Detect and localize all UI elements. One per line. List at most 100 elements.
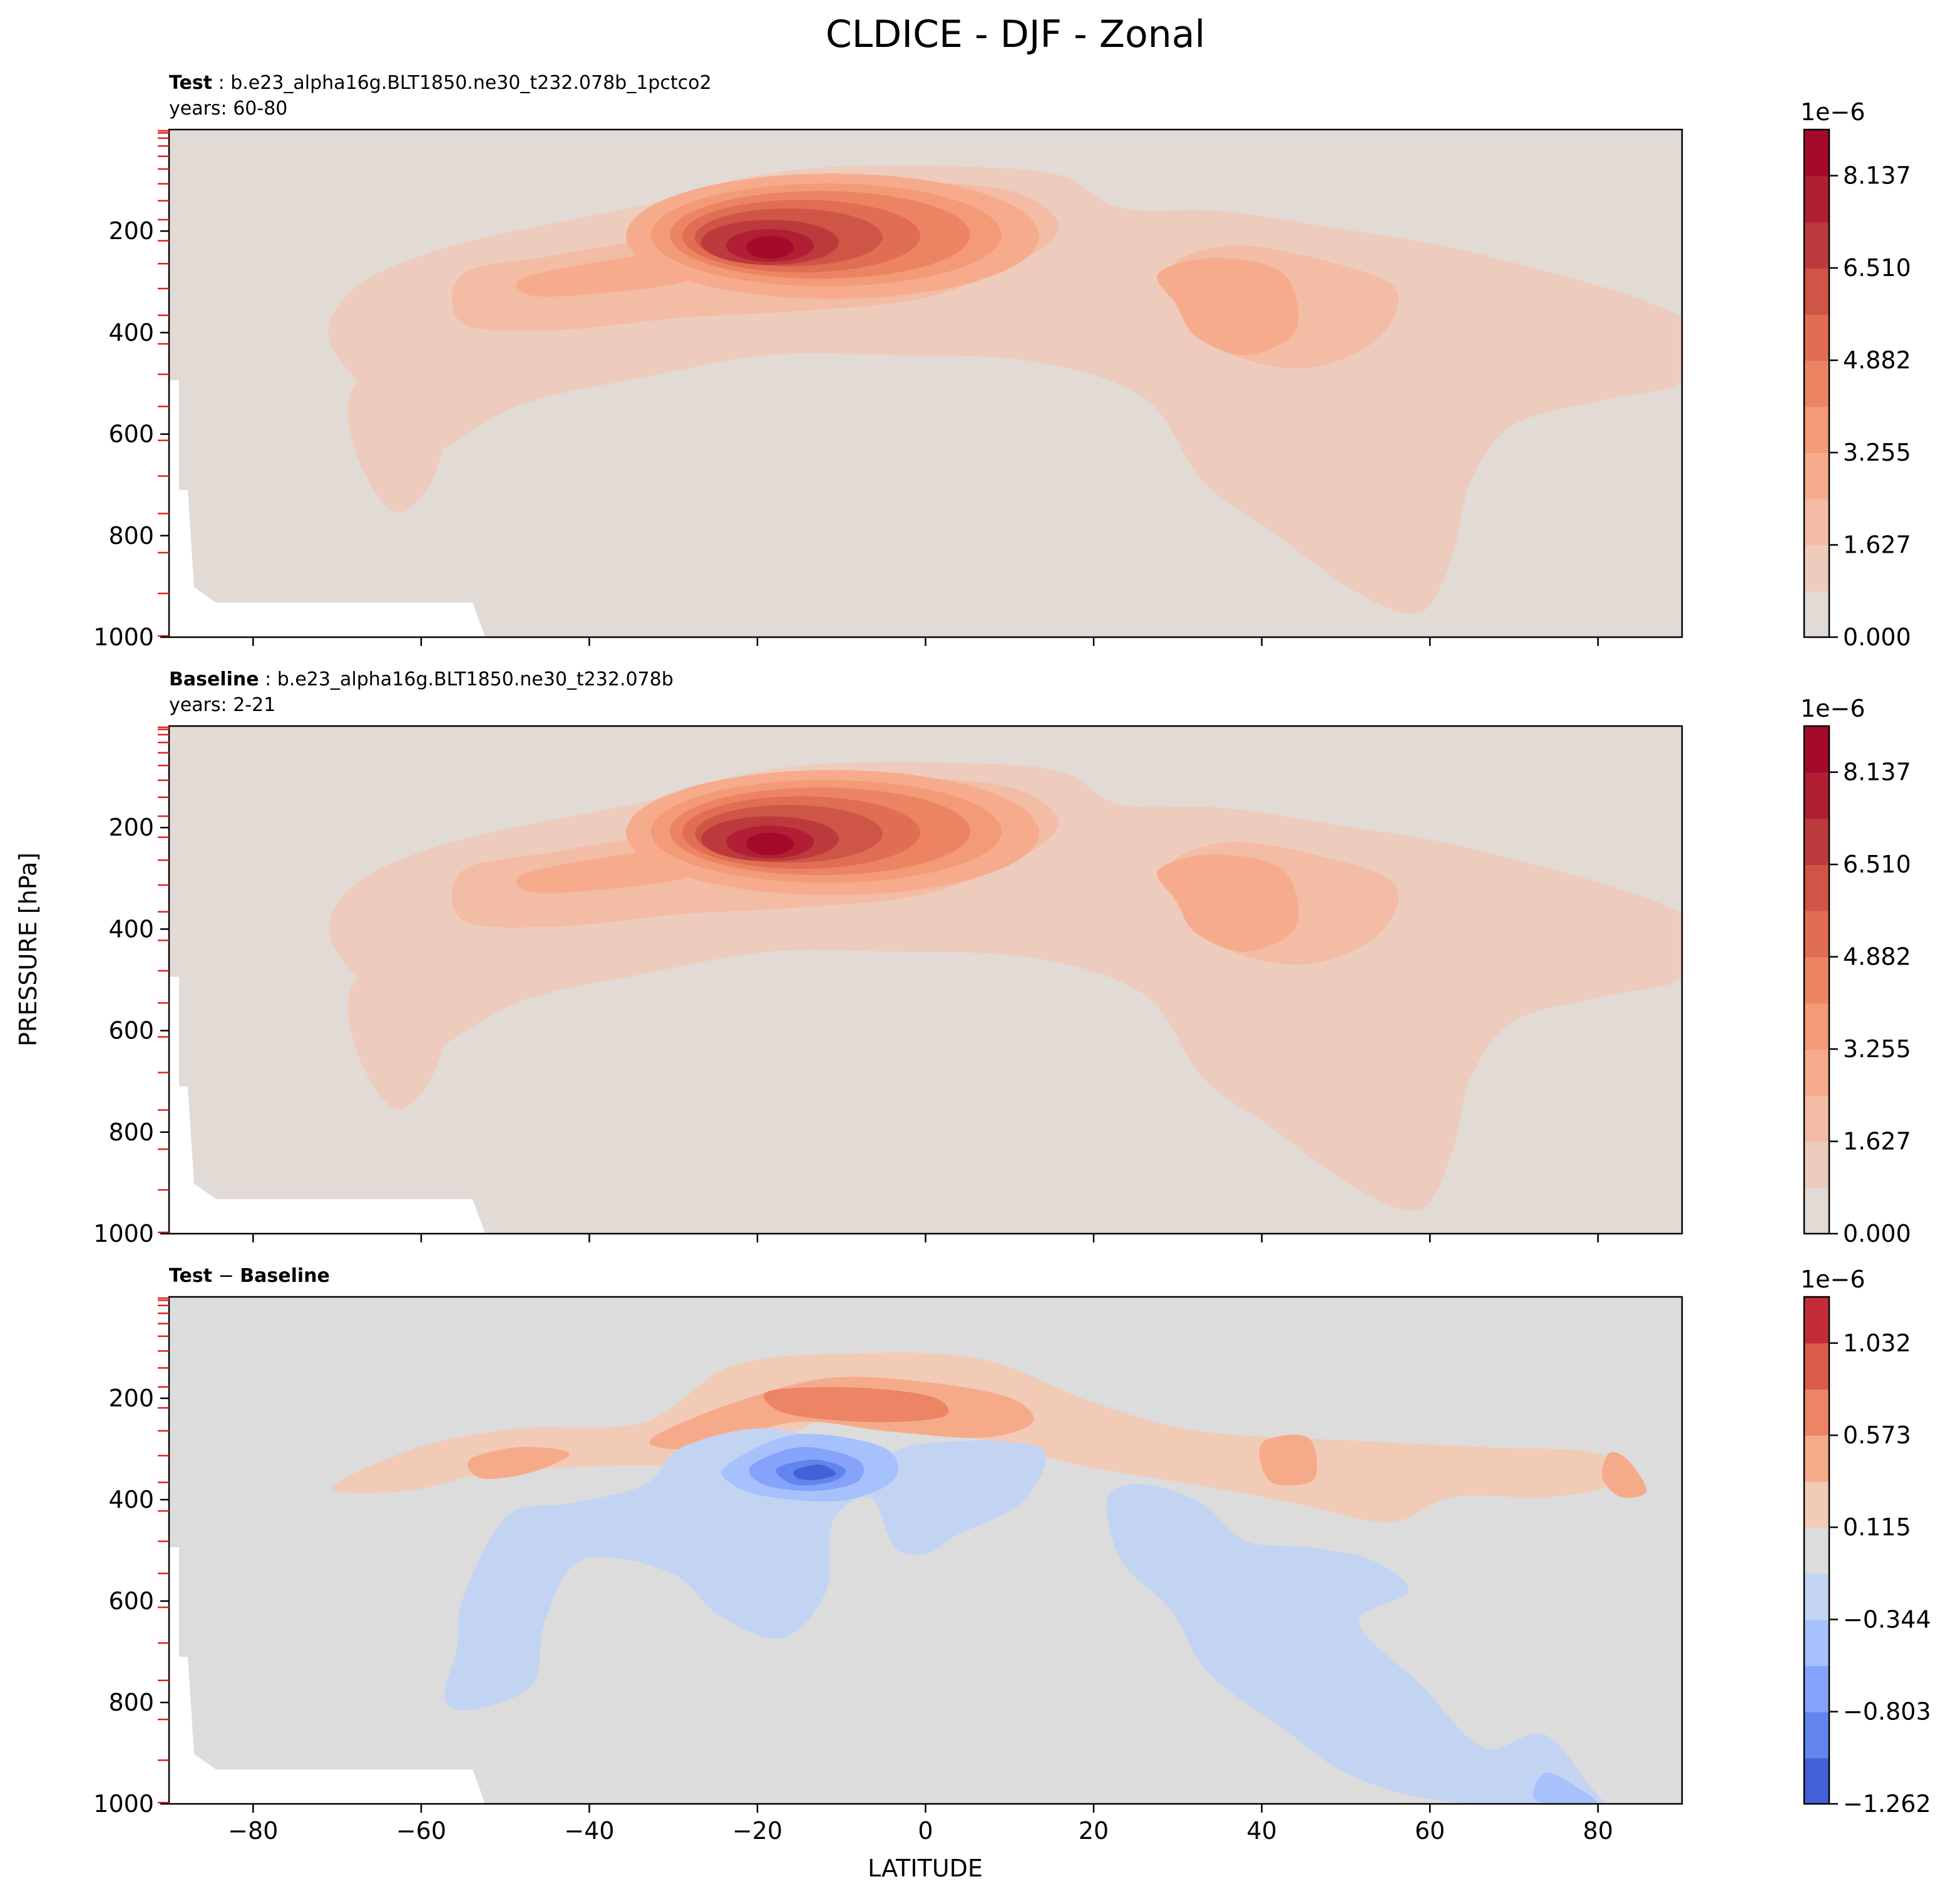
baseline-colorbar-tick-label: 6.510 — [1843, 851, 1911, 878]
difference-colorbar-segment — [1804, 1481, 1829, 1528]
test-colorbar-tick-label: 1.627 — [1843, 531, 1911, 559]
difference-colorbar-segment — [1804, 1527, 1829, 1574]
baseline-colorbar-tick-label: 0.000 — [1843, 1220, 1911, 1247]
figure-title: CLDICE - DJF - Zonal — [826, 13, 1205, 56]
test-y-tick-label: 200 — [108, 217, 154, 245]
y-axis-label: PRESSURE [hPa] — [14, 852, 42, 1047]
difference-colorbar-tick-label: 1.032 — [1843, 1329, 1911, 1357]
test-y-tick-label: 800 — [108, 522, 154, 550]
baseline-colorbar-frame — [1803, 725, 1830, 1235]
x-tick-label: −40 — [564, 1817, 614, 1845]
x-tick-label: 80 — [1583, 1817, 1613, 1845]
x-tick-label: −80 — [228, 1817, 278, 1845]
test-contour-fields — [169, 165, 1682, 637]
panel-baseline: 200 400 600 800 1000 0.000 1.627 3.255 4.882 6.51… — [93, 695, 1911, 1247]
test-contour-level-3 — [1156, 258, 1299, 356]
difference-missing-data-mask — [169, 1547, 485, 1804]
baseline-colorbar-segment — [1804, 726, 1829, 773]
baseline-panel-title: Baseline : b.e23_alpha16g.BLT1850.ne30_t… — [169, 668, 674, 690]
difference-y-tick-label: 800 — [108, 1689, 154, 1716]
test-colorbar-tick-label: 8.137 — [1843, 162, 1911, 190]
baseline-colorbar-segment — [1804, 864, 1829, 911]
baseline-colorbar-segment — [1804, 1003, 1829, 1050]
difference-colorbar-offset: 1e−6 — [1800, 1266, 1865, 1293]
difference-contour-level-7 — [467, 1446, 570, 1479]
difference-contour-fields — [169, 1352, 1682, 1804]
difference-colorbar-tick-label: −0.803 — [1843, 1698, 1931, 1726]
test-colorbar-segment — [1804, 314, 1829, 361]
difference-y-tick-label: 200 — [108, 1385, 154, 1412]
difference-colorbar-segment — [1804, 1711, 1829, 1759]
difference-colorbar-tick-label: −0.344 — [1843, 1605, 1931, 1633]
test-panel-years: years: 60-80 — [169, 98, 287, 120]
difference-colorbar-tick-label: 0.573 — [1843, 1421, 1911, 1449]
baseline-panel-years: years: 2-21 — [169, 694, 275, 716]
test-y-tick-label: 1000 — [93, 623, 154, 651]
test-colorbar-segment — [1804, 498, 1829, 546]
baseline-colorbar-tick-label: 8.137 — [1843, 759, 1911, 786]
test-colorbar-segment — [1804, 130, 1829, 177]
difference-colorbar-tick-label: 0.115 — [1843, 1513, 1911, 1541]
test-colorbar-segment — [1804, 175, 1829, 223]
panel-difference: −80 −60 −40 −20 0 20 40 60 80 200 400 600 800 1000 1.0… — [93, 1266, 1931, 1845]
test-y-tick-label: 400 — [108, 319, 154, 346]
difference-y-tick-label: 600 — [108, 1587, 154, 1615]
difference-y-tick-label: 400 — [108, 1486, 154, 1513]
panel-test: 200 400 600 800 1000 0.000 1.627 3.255 4.882 6.51… — [93, 98, 1911, 651]
test-colorbar-segment — [1804, 222, 1829, 269]
baseline-contour-level-1 — [347, 936, 451, 1109]
baseline-colorbar-segment — [1804, 1095, 1829, 1142]
baseline-colorbar-tick-label: 4.882 — [1843, 943, 1911, 971]
x-tick-label: −60 — [396, 1817, 446, 1845]
difference-colorbar-frame — [1803, 1296, 1830, 1805]
difference-contour-level-4 — [444, 1428, 1047, 1711]
test-contour-level-1 — [347, 340, 451, 513]
baseline-y-tick-label: 400 — [108, 915, 154, 943]
difference-colorbar-segment — [1804, 1573, 1829, 1620]
test-colorbar-segment — [1804, 360, 1829, 407]
test-colorbar-offset: 1e−6 — [1800, 98, 1865, 126]
baseline-colorbar-tick-label: 1.627 — [1843, 1128, 1911, 1155]
test-colorbar-frame — [1803, 128, 1830, 638]
difference-panel-title: Test − Baseline — [169, 1265, 330, 1287]
baseline-missing-data-mask — [169, 976, 485, 1234]
test-colorbar-segment — [1804, 545, 1829, 592]
difference-colorbar-segment — [1804, 1666, 1829, 1712]
difference-contour-level-8 — [763, 1387, 949, 1423]
baseline-colorbar-offset: 1e−6 — [1800, 695, 1865, 722]
x-tick-label: −20 — [732, 1817, 782, 1845]
x-axis-label: LATITUDE — [868, 1855, 983, 1882]
baseline-y-tick-label: 200 — [108, 814, 154, 841]
x-tick-label: 40 — [1246, 1817, 1276, 1845]
baseline-colorbar-tick-label: 3.255 — [1843, 1035, 1911, 1063]
test-panel-title: Test : b.e23_alpha16g.BLT1850.ne30_t232.… — [169, 72, 712, 94]
test-colorbar-tick-label: 3.255 — [1843, 439, 1911, 466]
test-colorbar-segment — [1804, 453, 1829, 499]
test-colorbar-tick-label: 4.882 — [1843, 347, 1911, 374]
baseline-contour-fields — [169, 762, 1682, 1234]
difference-colorbar-tick-label: −1.262 — [1843, 1790, 1931, 1818]
baseline-colorbar-segment — [1804, 910, 1829, 958]
baseline-y-tick-label: 600 — [108, 1017, 154, 1045]
baseline-colorbar-segment — [1804, 1141, 1829, 1189]
baseline-y-tick-label: 1000 — [93, 1220, 154, 1247]
difference-contour-level-3 — [1532, 1772, 1598, 1804]
baseline-colorbar-segment — [1804, 772, 1829, 819]
baseline-y-tick-label: 800 — [108, 1118, 154, 1146]
difference-contour-level-7 — [1602, 1452, 1647, 1498]
test-y-tick-label: 600 — [108, 421, 154, 448]
baseline-colorbar-segment — [1804, 956, 1829, 1004]
x-tick-label: 0 — [918, 1817, 933, 1845]
baseline-contour-level-3 — [1156, 854, 1299, 952]
test-missing-data-mask — [169, 380, 485, 637]
difference-colorbar-segment — [1804, 1619, 1829, 1666]
baseline-contour-level-10 — [746, 832, 794, 856]
test-colorbar-segment — [1804, 591, 1829, 638]
baseline-colorbar-segment — [1804, 1187, 1829, 1234]
difference-contour-level-4 — [1106, 1484, 1682, 1804]
difference-colorbar-segment — [1804, 1389, 1829, 1436]
difference-colorbar-segment — [1804, 1758, 1829, 1804]
difference-colorbar-segment — [1804, 1343, 1829, 1390]
difference-contour-level-0 — [793, 1464, 836, 1480]
